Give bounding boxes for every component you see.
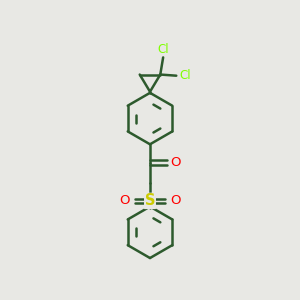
Text: O: O [171,194,181,207]
Text: Cl: Cl [157,43,169,56]
Text: Cl: Cl [179,69,191,82]
Text: O: O [119,194,129,207]
Text: O: O [170,156,181,169]
Text: S: S [145,194,155,208]
